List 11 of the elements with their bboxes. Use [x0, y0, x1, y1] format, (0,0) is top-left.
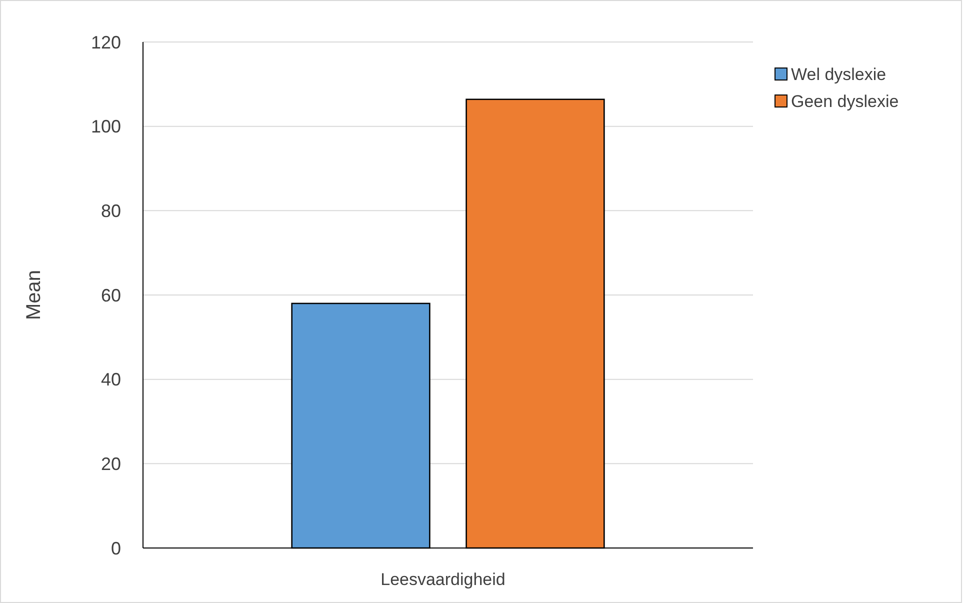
x-tick-label: Leesvaardigheid — [380, 570, 506, 589]
y-tick-label: 120 — [90, 32, 121, 52]
y-tick-label: 20 — [100, 454, 121, 474]
y-tick-label: 100 — [90, 116, 121, 137]
y-tick-label: 0 — [110, 538, 121, 558]
legend-label: Wel dyslexie — [791, 64, 886, 84]
y-tick-label: 80 — [100, 200, 121, 221]
y-tick-label: 40 — [100, 370, 121, 390]
legend-label: Geen dyslexie — [791, 92, 899, 111]
y-tick-label: 60 — [100, 285, 121, 306]
y-axis-title: Mean — [23, 270, 45, 320]
